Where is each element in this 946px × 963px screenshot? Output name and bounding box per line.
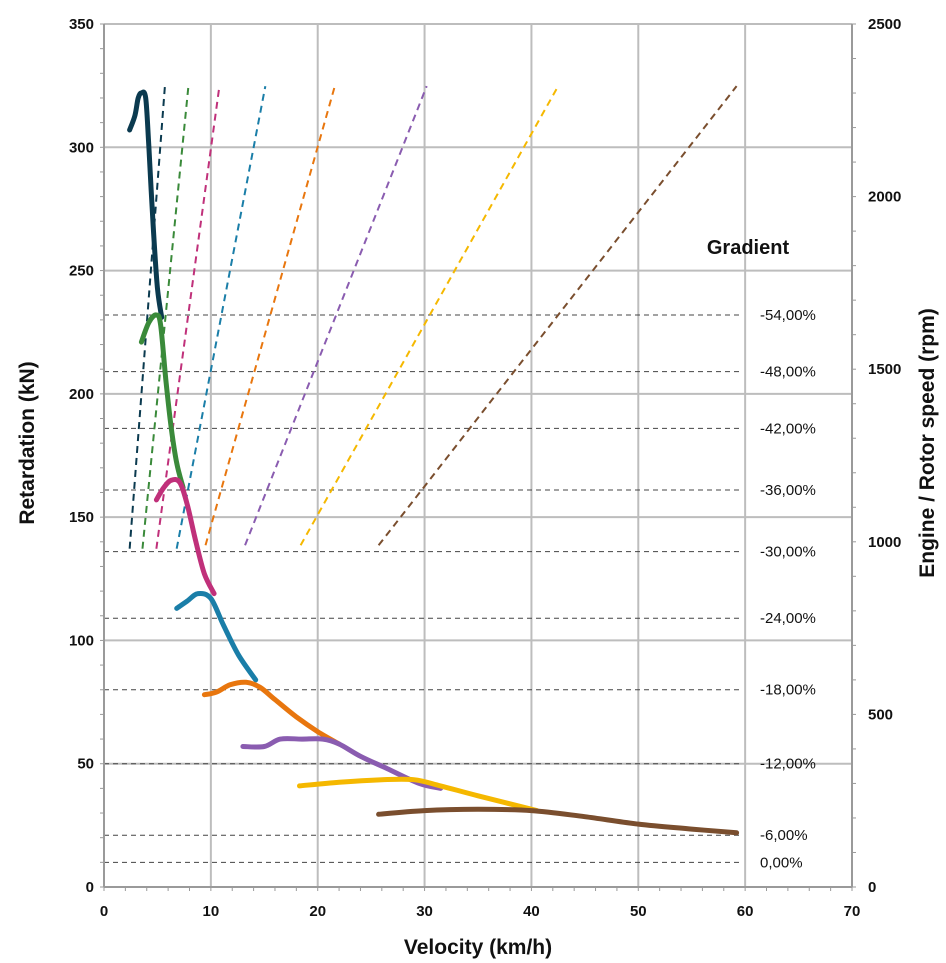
retardation-curve (153, 476, 217, 597)
y-tick-label: 0 (86, 879, 94, 896)
minor-ticks (100, 23, 856, 891)
y-tick-label: 300 (69, 139, 94, 156)
y-axis-title: Retardation (kN) (16, 361, 39, 524)
y-tick-label: 200 (69, 386, 94, 403)
y2-tick-label: 1000 (868, 534, 901, 551)
retardation-curves (127, 89, 740, 836)
speed-line (377, 85, 738, 546)
speed-line (175, 85, 267, 549)
gradient-label: -12,00% (760, 756, 816, 773)
x-tick-label: 50 (630, 903, 647, 920)
retardation-curve (240, 736, 444, 791)
gradient-label: -42,00% (760, 420, 816, 437)
speed-lines (128, 85, 738, 549)
y2-tick-label: 500 (868, 706, 893, 723)
tick-labels: 0 10 20 30 40 50 60 70 0 50 100 150 200 250 300 350 0 500… (69, 16, 901, 920)
speed-line (299, 85, 560, 546)
axes (103, 24, 853, 888)
speed-line (128, 86, 166, 549)
gradient-label: -18,00% (760, 682, 816, 699)
y2-tick-label: 2000 (868, 189, 901, 206)
y-tick-label: 350 (69, 16, 94, 33)
gradient-label: -48,00% (760, 364, 816, 381)
retardation-curve (127, 89, 165, 320)
gradient-lines: -54,00% -48,00% -42,00% -36,00% -30,00% -24,0… (104, 307, 816, 871)
y-tick-label: 50 (77, 756, 94, 773)
x-tick-label: 60 (737, 903, 754, 920)
x-tick-label: 70 (844, 903, 861, 920)
x-tick-label: 10 (203, 903, 220, 920)
x-tick-label: 20 (309, 903, 326, 920)
x-tick-label: 0 (100, 903, 108, 920)
retardation-curve (376, 806, 740, 836)
gradient-label: -30,00% (760, 544, 816, 561)
y-tick-label: 100 (69, 632, 94, 649)
gradient-label: -54,00% (760, 307, 816, 324)
speed-line (141, 86, 190, 549)
gradient-label: -24,00% (760, 610, 816, 627)
x-tick-label: 40 (523, 903, 540, 920)
speed-line (155, 86, 221, 549)
y2-tick-label: 2500 (868, 16, 901, 33)
retardation-curve (138, 312, 186, 491)
gradient-label: 0,00% (760, 854, 803, 871)
gradient-legend-title: Gradient (707, 237, 790, 259)
speed-line (244, 85, 428, 546)
x-axis-title: Velocity (km/h) (404, 936, 552, 959)
speed-line (204, 85, 336, 546)
y2-tick-label: 0 (868, 879, 876, 896)
y2-tick-label: 1500 (868, 361, 901, 378)
y-tick-label: 150 (69, 509, 94, 526)
y2-axis-title: Engine / Rotor speed (rpm) (916, 308, 939, 578)
gradient-label: -6,00% (760, 827, 808, 844)
retardation-curve (297, 776, 540, 814)
y-tick-label: 250 (69, 263, 94, 280)
retardation-curve (174, 590, 259, 683)
grid (104, 23, 853, 887)
x-tick-label: 30 (416, 903, 433, 920)
retardation-curve (201, 679, 342, 747)
gradient-label: -36,00% (760, 482, 816, 499)
